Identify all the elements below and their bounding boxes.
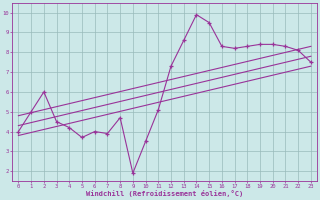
- X-axis label: Windchill (Refroidissement éolien,°C): Windchill (Refroidissement éolien,°C): [86, 190, 243, 197]
